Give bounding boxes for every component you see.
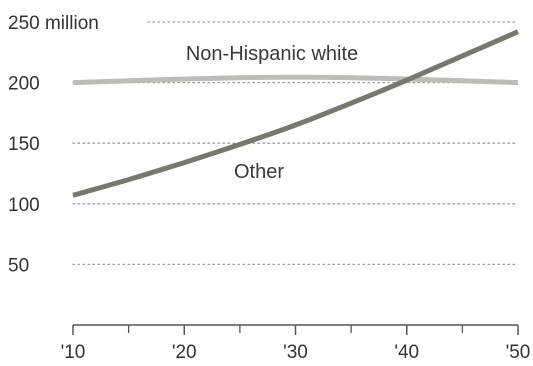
- y-tick-label: 250 million: [8, 13, 99, 34]
- x-tick-label: '30: [283, 342, 308, 363]
- y-tick-label: 100: [8, 195, 40, 216]
- x-tick-labels: '10 '20 '30 '40 '50: [61, 342, 531, 363]
- y-tick-label: 200: [8, 74, 40, 95]
- x-tick-label: '40: [394, 342, 419, 363]
- series-line-non-hispanic-white: [72, 74, 519, 86]
- x-tick-label: '10: [61, 342, 86, 363]
- series-labels: Non-Hispanic white Other: [186, 43, 358, 183]
- x-axis: [72, 324, 519, 335]
- y-tick-labels: 250 million 200 150 100 50: [8, 13, 99, 276]
- series-lines: [72, 29, 519, 198]
- series-line-other: [72, 29, 519, 198]
- y-tick-label: 150: [8, 134, 40, 155]
- series-label-non-hispanic-white: Non-Hispanic white: [186, 43, 358, 65]
- x-tick-label: '20: [172, 342, 197, 363]
- series-label-other: Other: [234, 161, 284, 183]
- x-tick-label: '50: [506, 342, 531, 363]
- y-tick-label: 50: [8, 255, 29, 276]
